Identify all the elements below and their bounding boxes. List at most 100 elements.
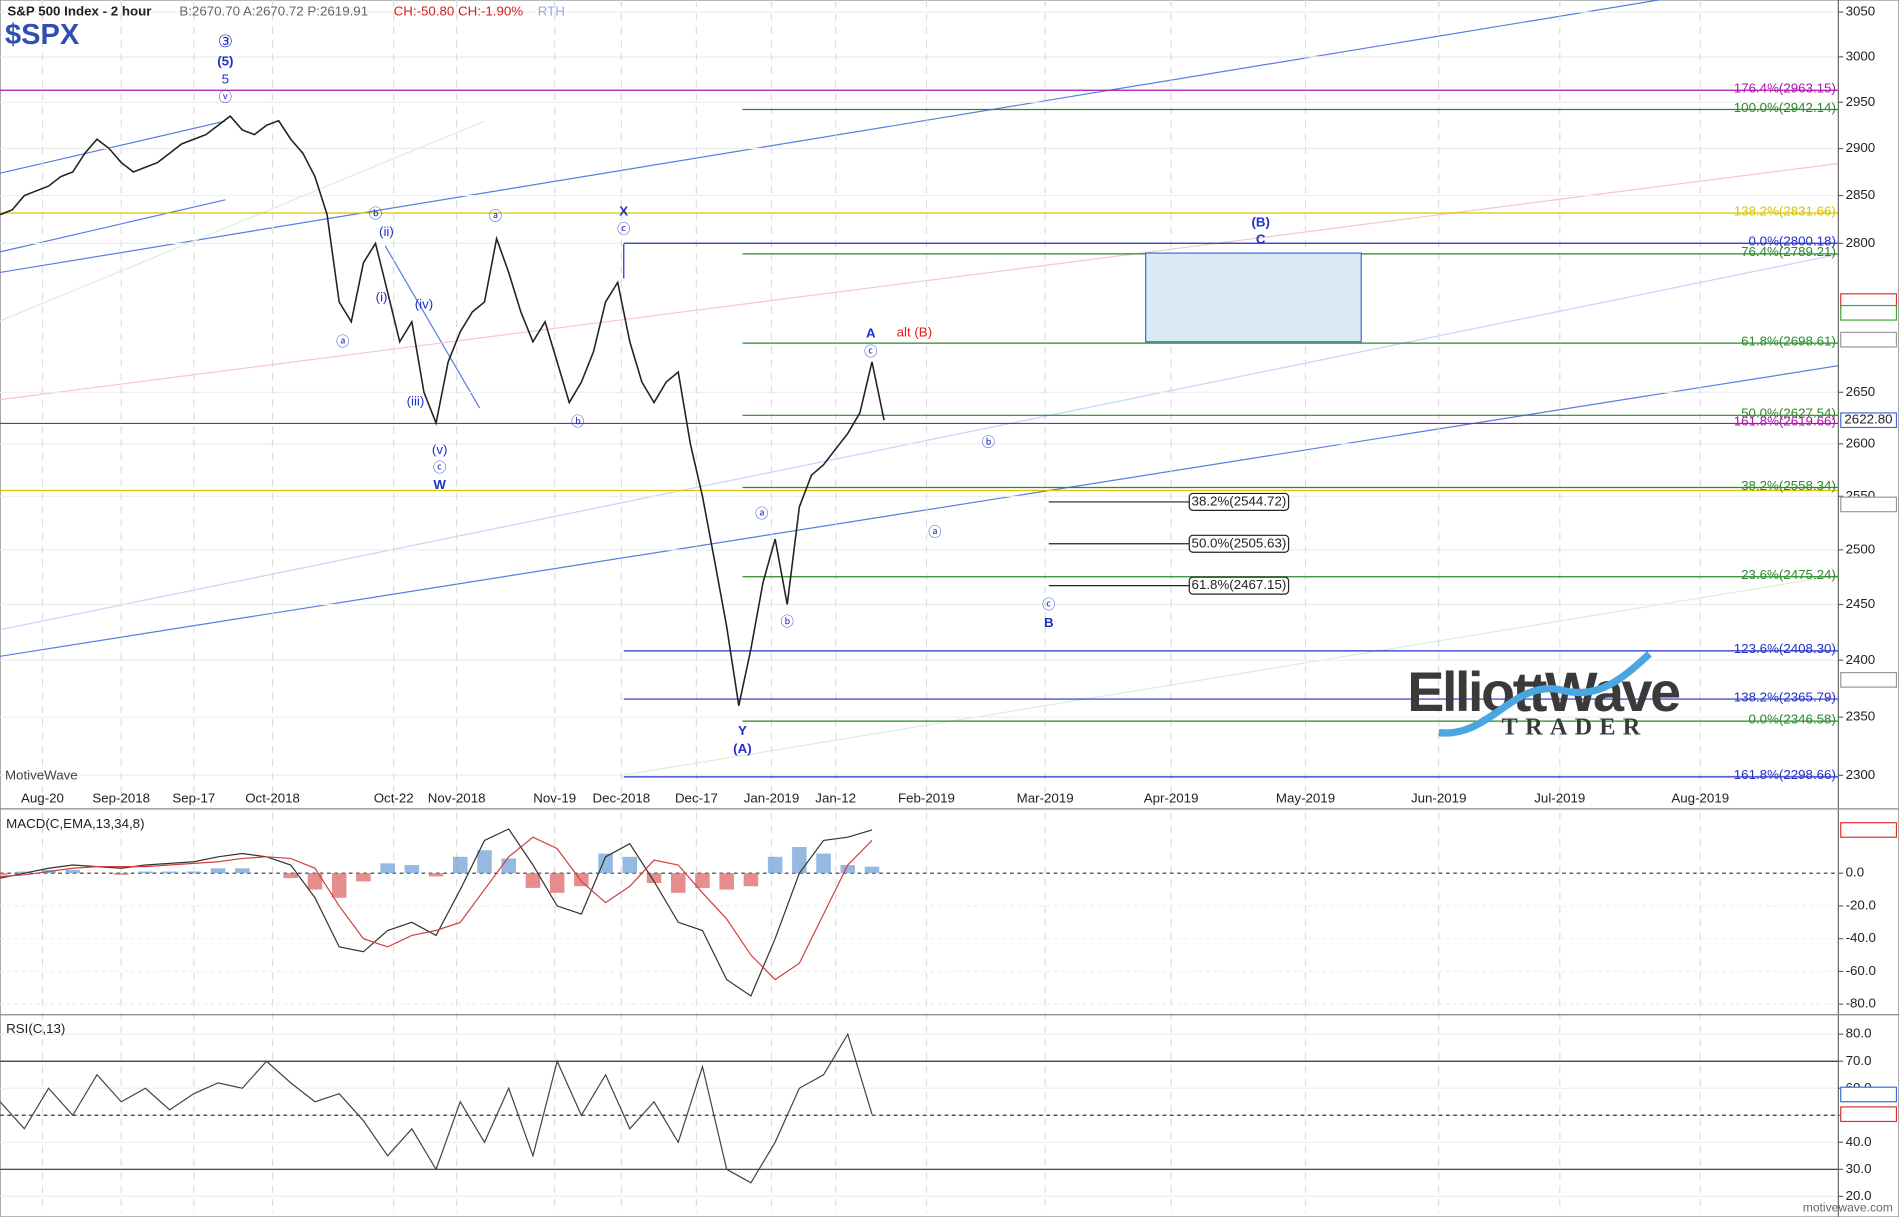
x-tick-label: Sep-17 [172,791,215,806]
y-tick-label: 70.0 [1846,1053,1872,1068]
wave-label: C [1256,231,1266,246]
wave-label: ⓐ [928,524,941,539]
histogram-bar [356,873,371,882]
x-tick-label: Oct-22 [374,791,414,806]
fib-label: 0.0%(2346.58) [1749,711,1836,726]
footer: motivewave.com [1803,1201,1893,1215]
histogram-bar [331,873,347,898]
target-box [1188,534,1290,553]
wave-label: ⓥ [219,90,232,105]
histogram-bar [210,868,226,874]
target-box [1188,576,1290,595]
x-tick-label: Feb-2019 [898,791,955,806]
y-tick-label: 2400 [1846,652,1876,667]
logo-sub: TRADER [1502,714,1648,741]
price-tag [1840,331,1898,348]
y-tick-label: 2300 [1846,767,1876,782]
y-tick-label: 40.0 [1846,1134,1872,1149]
fib-label: 0.0%(2800.18) [1749,234,1836,249]
histogram-bar [162,871,177,874]
fib-label: 161.8%(2298.66) [1734,767,1836,782]
x-tick-label: Apr-2019 [1144,791,1199,806]
histogram-bar [816,853,831,874]
y-tick-label: 20.0 [1846,1188,1872,1203]
histogram-bar [525,873,541,888]
wave-label: W [433,477,446,492]
trendlines [0,0,1839,776]
macd-line [0,828,873,997]
y-tick-label: -20.0 [1846,897,1876,912]
histogram-bar [622,856,638,874]
histogram-bar [307,873,323,890]
symbol: $SPX [5,19,80,51]
target-zone [1145,252,1362,343]
y-tick-label: -60.0 [1846,963,1876,978]
wave-label: A [866,326,876,341]
histogram-bar [501,858,516,874]
histogram-bar [646,873,662,884]
price-line [0,115,885,706]
histogram-bar [380,863,395,874]
y-tick-label: 0.0 [1846,865,1865,880]
fib-label: 23.6%(2475.24) [1741,567,1836,582]
y-tick-label: 2650 [1846,384,1876,399]
histogram-bar [428,873,444,877]
price-tag [1840,304,1898,321]
target-box [1188,492,1290,512]
fib-label: 100.0%(2942.14) [1734,100,1836,115]
wave-label: ⓒ [1042,597,1055,612]
y-tick-label: 2950 [1846,94,1876,109]
histogram-bar [235,868,250,874]
session: RTH [538,4,565,19]
x-tick-label: Jul-2019 [1534,791,1585,806]
histogram-bar [670,873,686,893]
panel-title: RSI(C,13) [6,1021,65,1036]
x-tick-label: Dec-17 [675,791,718,806]
x-tick-label: Oct-2018 [245,791,300,806]
macd-line [0,836,873,981]
histogram-bar [0,873,8,875]
y-tick-label: 2850 [1846,187,1876,202]
wave-label: ⓐ [489,208,502,223]
histogram-bar [792,846,807,874]
title: S&P 500 Index - 2 hour [7,4,151,19]
wave-label: (i) [376,289,388,304]
wave-label: 5 [222,71,229,86]
x-tick-label: Jun-2019 [1411,791,1467,806]
histogram-bar [17,871,32,874]
fib-label: 76.4%(2789.21) [1741,244,1836,259]
wave-label: ⓐ [755,506,768,521]
wave-label: ⓑ [571,414,584,429]
histogram-bar [186,871,202,874]
wave-label: ⓑ [369,206,382,221]
wave-label: (ii) [379,224,394,239]
wave-label: ⓐ [336,334,349,349]
histogram-bar [453,856,468,874]
x-tick-label: Nov-19 [533,791,576,806]
fib-label: 38.2%(2558.34) [1741,478,1836,493]
wave-label: ⓑ [982,435,995,450]
wave-label: ⓒ [433,460,446,475]
change: CH:-50.80 CH:-1.90% [394,4,524,19]
y-tick-label: 2600 [1846,435,1876,450]
wave-label: X [619,203,628,218]
histogram-bar [138,871,153,874]
x-tick-label: Aug-20 [21,791,64,806]
target-label: 38.2%(2544.72) [1192,493,1287,508]
y-tick-label: -40.0 [1846,930,1876,945]
fib-label: 50.0%(2627.54) [1741,406,1836,421]
wave-label: (A) [733,741,751,756]
histogram-bar [283,873,299,879]
x-tick-label: Sep-2018 [92,791,150,806]
histogram-bar [404,865,420,874]
y-tick-label: 3050 [1846,4,1876,19]
wave-label: (iv) [415,297,433,312]
fib-label: 176.4%(2963.15) [1734,81,1836,96]
x-tick-label: Jan-12 [815,791,856,806]
y-tick-label: 2800 [1846,235,1876,250]
histogram-bar [477,850,492,874]
rsi-line [0,1032,873,1184]
fib-label: 138.2%(2831.66) [1734,203,1836,218]
histogram-bar [549,873,565,893]
